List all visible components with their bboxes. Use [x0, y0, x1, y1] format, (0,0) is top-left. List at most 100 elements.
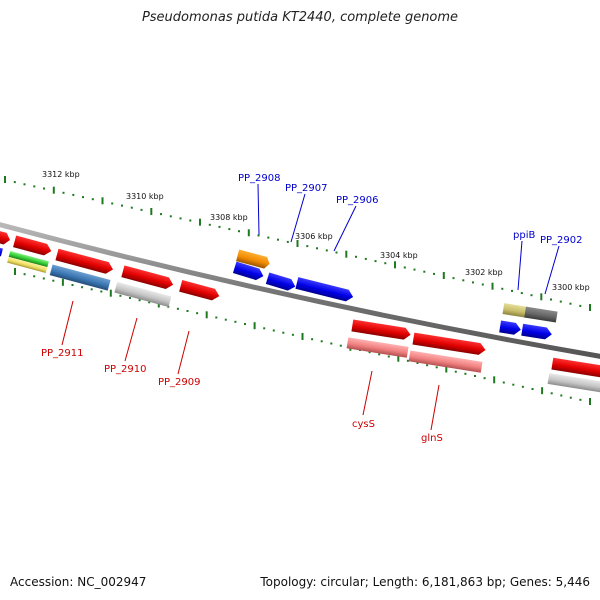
gene-label-pp2907[interactable]: PP_2907: [285, 183, 328, 194]
gene-arrow-pp2910[interactable]: [121, 265, 174, 290]
minor-tick: [520, 292, 523, 295]
minor-tick: [282, 331, 285, 334]
minor-tick: [426, 364, 429, 367]
minor-tick: [267, 236, 270, 239]
major-tick: [589, 304, 591, 311]
map-title: Pseudomonas putida KT2440, complete geno…: [141, 10, 459, 25]
minor-tick: [384, 262, 387, 265]
gene-arrow-pp2909[interactable]: [179, 280, 221, 302]
minor-tick: [33, 275, 36, 278]
major-tick: [397, 354, 400, 362]
feature-box[interactable]: [524, 306, 558, 323]
gene-arrow-pp2907[interactable]: [265, 272, 297, 292]
major-tick: [394, 261, 396, 269]
minor-tick: [215, 316, 218, 319]
minor-tick: [244, 323, 246, 325]
feature-box[interactable]: [49, 264, 111, 291]
genome-summary-text: Topology: circular; Length: 6,181,863 bp…: [260, 575, 590, 589]
minor-tick: [208, 223, 211, 226]
gene-arrow[interactable]: [551, 357, 600, 379]
minor-tick: [160, 213, 162, 216]
minor-tick: [413, 268, 416, 271]
minor-tick: [52, 279, 55, 282]
feature-box[interactable]: [346, 337, 409, 358]
gene-label-pp2902[interactable]: PP_2902: [540, 235, 583, 246]
minor-tick: [23, 183, 26, 186]
gene-label-ppib[interactable]: ppiB: [513, 230, 535, 241]
minor-tick: [62, 191, 65, 194]
minor-tick: [316, 247, 318, 250]
minor-tick: [531, 388, 534, 390]
feature-box-ppib[interactable]: [502, 303, 528, 318]
minor-tick: [368, 351, 371, 354]
gene-label-pp2906[interactable]: PP_2906: [336, 195, 379, 206]
major-tick: [4, 176, 6, 183]
gene-label-glns[interactable]: glnS: [421, 433, 443, 444]
minor-tick: [423, 270, 426, 273]
feature-box[interactable]: [408, 350, 483, 373]
gene-arrow-ppib[interactable]: [499, 320, 522, 336]
gene-arrow-glns[interactable]: [412, 332, 486, 356]
minor-tick: [483, 377, 486, 380]
feature-box[interactable]: [8, 251, 49, 268]
minor-tick: [169, 215, 172, 218]
feature-box[interactable]: [0, 245, 3, 257]
gene-arrow-pp2906[interactable]: [295, 277, 354, 303]
minor-tick: [416, 362, 419, 364]
minor-tick: [579, 304, 582, 307]
gene-arrow[interactable]: [13, 235, 53, 257]
gene-arrow-pp2902[interactable]: [521, 323, 553, 341]
major-tick: [205, 311, 208, 319]
minor-tick: [234, 320, 237, 323]
gene-arrow-pp2908[interactable]: [236, 249, 271, 269]
minor-tick: [189, 219, 192, 222]
gene-labels-bottom: [61, 300, 440, 431]
minor-tick: [481, 283, 484, 286]
minor-tick: [130, 206, 133, 209]
minor-tick: [378, 353, 381, 356]
minor-tick: [454, 370, 457, 373]
gene-arrow[interactable]: [232, 261, 265, 282]
gene-label-pp2909[interactable]: PP_2909: [158, 377, 201, 388]
minor-tick: [119, 294, 122, 297]
minor-tick: [374, 260, 377, 263]
minor-tick: [33, 185, 36, 188]
major-tick: [199, 218, 201, 226]
major-tick: [61, 278, 64, 286]
minor-tick: [100, 290, 103, 293]
minor-tick: [272, 329, 275, 332]
minor-tick: [228, 228, 231, 231]
minor-tick: [91, 198, 94, 201]
tick-labels: 3312 kbp 3310 kbp 3308 kbp 3306 kbp 3304…: [42, 170, 590, 292]
minor-tick: [320, 340, 323, 343]
minor-tick: [501, 287, 504, 290]
major-tick: [247, 229, 250, 237]
minor-tick: [263, 327, 266, 330]
minor-tick: [550, 298, 552, 301]
feature-box[interactable]: [547, 373, 600, 394]
minor-tick: [406, 359, 409, 362]
tick-label: 3302 kbp: [465, 268, 503, 277]
minor-tick: [90, 288, 93, 291]
minor-tick: [511, 289, 513, 292]
minor-tick: [81, 286, 84, 289]
gene-label-cyss[interactable]: cysS: [352, 419, 375, 430]
major-tick: [345, 250, 348, 258]
gene-label-pp2911[interactable]: PP_2911: [41, 348, 84, 359]
feature-box[interactable]: [114, 281, 172, 308]
gene-arrow-pp2911[interactable]: [55, 248, 114, 276]
gene-label-pp2910[interactable]: PP_2910: [104, 364, 147, 375]
minor-tick: [569, 302, 572, 305]
minor-tick: [138, 299, 141, 302]
feature-box[interactable]: [7, 256, 48, 273]
minor-tick: [82, 196, 84, 199]
gene-arrow-cyss[interactable]: [351, 319, 411, 341]
gene-label-pp2908[interactable]: PP_2908: [238, 173, 281, 184]
gene-arrow[interactable]: [0, 229, 12, 246]
minor-tick: [186, 310, 189, 312]
minor-tick: [148, 301, 151, 304]
minor-tick: [464, 372, 467, 375]
minor-tick: [512, 383, 515, 386]
outer-tick-track: [4, 176, 591, 311]
